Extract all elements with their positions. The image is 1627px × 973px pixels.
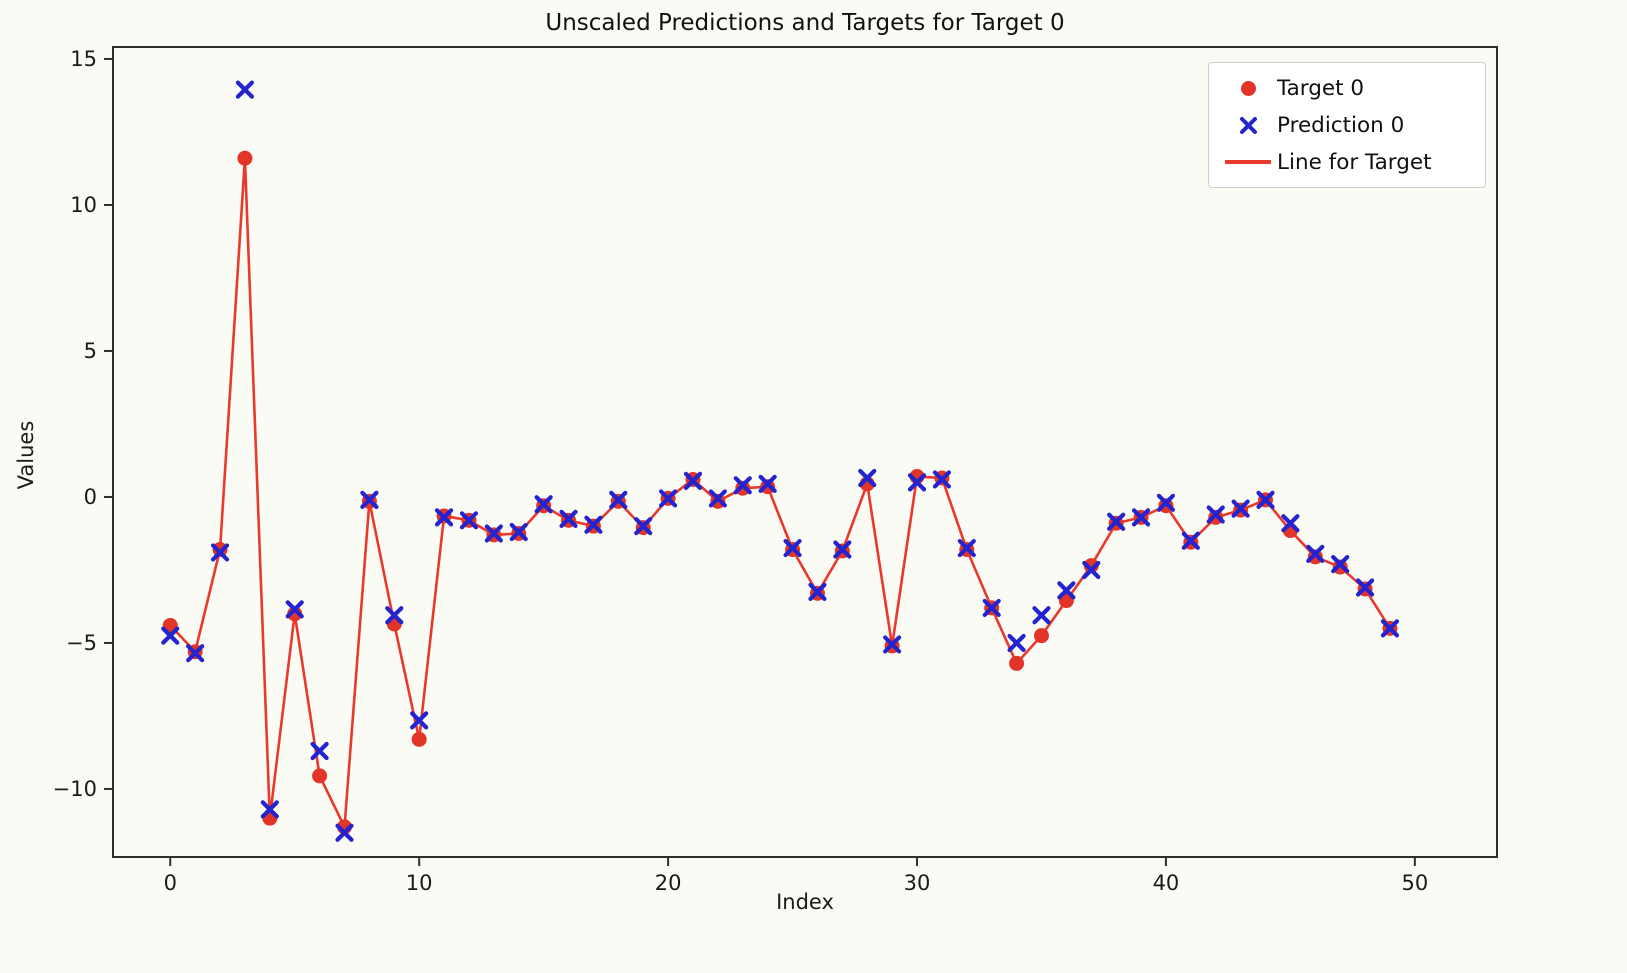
prediction-point [1331,555,1350,574]
target-point [1009,655,1025,671]
prediction-point [982,598,1001,618]
prediction-point [509,522,528,542]
y-tick-label: −10 [53,777,97,801]
prediction-point [957,538,976,558]
prediction-point [484,524,503,543]
prediction-point [1082,560,1101,580]
legend-item-prediction: Prediction 0 [1219,110,1473,140]
legend: Target 0 Prediction 0 Line for Target [1208,62,1486,188]
x-tick-label: 20 [655,871,682,895]
prediction-point [1107,512,1126,531]
legend-label-target: Target 0 [1277,75,1365,101]
prediction-point [1206,505,1225,524]
prediction-point [559,509,578,528]
prediction-point [1181,531,1200,550]
red-dot-icon [1219,80,1277,96]
prediction-point [858,468,877,488]
prediction-point [584,515,603,534]
prediction-point [1131,508,1151,527]
y-tick-label: 10 [70,193,97,217]
prediction-point [285,600,304,619]
y-axis-label: Values [14,420,38,490]
prediction-point [434,508,454,527]
x-tick-label: 50 [1401,871,1428,895]
legend-item-target: Target 0 [1219,73,1473,103]
prediction-point [658,489,678,508]
prediction-point [335,823,354,842]
prediction-point [1306,544,1325,564]
y-tick-label: 5 [84,339,97,363]
prediction-point [1380,619,1400,638]
x-tick-label: 40 [1153,871,1180,895]
prediction-point [161,626,180,645]
prediction-point [783,538,802,558]
y-tick-label: 0 [84,485,97,509]
prediction-point [459,511,479,530]
prediction-point [808,582,827,601]
x-tick-label: 0 [164,871,177,895]
prediction-point [708,489,727,508]
legend-label-line: Line for Target [1277,149,1432,175]
prediction-point [1281,514,1300,533]
blue-x-icon [1219,116,1277,135]
prediction-point [310,741,329,761]
red-line-icon [1219,160,1277,164]
prediction-point [833,540,852,559]
prediction-point [186,644,205,663]
prediction-point [932,470,952,489]
target-point [1083,558,1099,574]
prediction-point [1156,493,1176,512]
prediction-point [1231,499,1250,518]
prediction-point [385,606,404,625]
prediction-point [907,473,927,492]
y-tick-label: −5 [66,631,97,655]
x-tick-label: 10 [406,871,433,895]
y-tick-label: 15 [70,47,97,71]
prediction-point [260,800,279,819]
prediction-point [634,517,653,536]
x-tick-label: 30 [904,871,931,895]
plot-frame [112,46,1498,858]
chart-title: Unscaled Predictions and Targets for Tar… [545,10,1065,36]
prediction-point [235,80,255,99]
prediction-point [1355,578,1375,597]
target-point [312,768,328,784]
prediction-point [683,471,703,491]
prediction-point [609,490,628,509]
prediction-point [883,635,902,654]
x-axis-label: Index [776,890,834,914]
prediction-point [1032,606,1051,625]
prediction-point [758,474,777,493]
prediction-point [410,711,429,730]
prediction-point [1057,581,1076,600]
target-line [169,156,1392,829]
prediction-point [210,543,230,562]
target-point [411,731,427,747]
prediction-point [1007,633,1026,653]
prediction-point [733,476,752,495]
legend-item-line: Line for Target [1219,147,1473,177]
target-point [237,150,253,166]
target-point [1033,628,1049,644]
target-point [287,606,303,622]
legend-label-prediction: Prediction 0 [1277,112,1405,138]
prediction-point [1256,490,1275,509]
prediction-point [360,490,379,509]
prediction-point [534,495,553,514]
